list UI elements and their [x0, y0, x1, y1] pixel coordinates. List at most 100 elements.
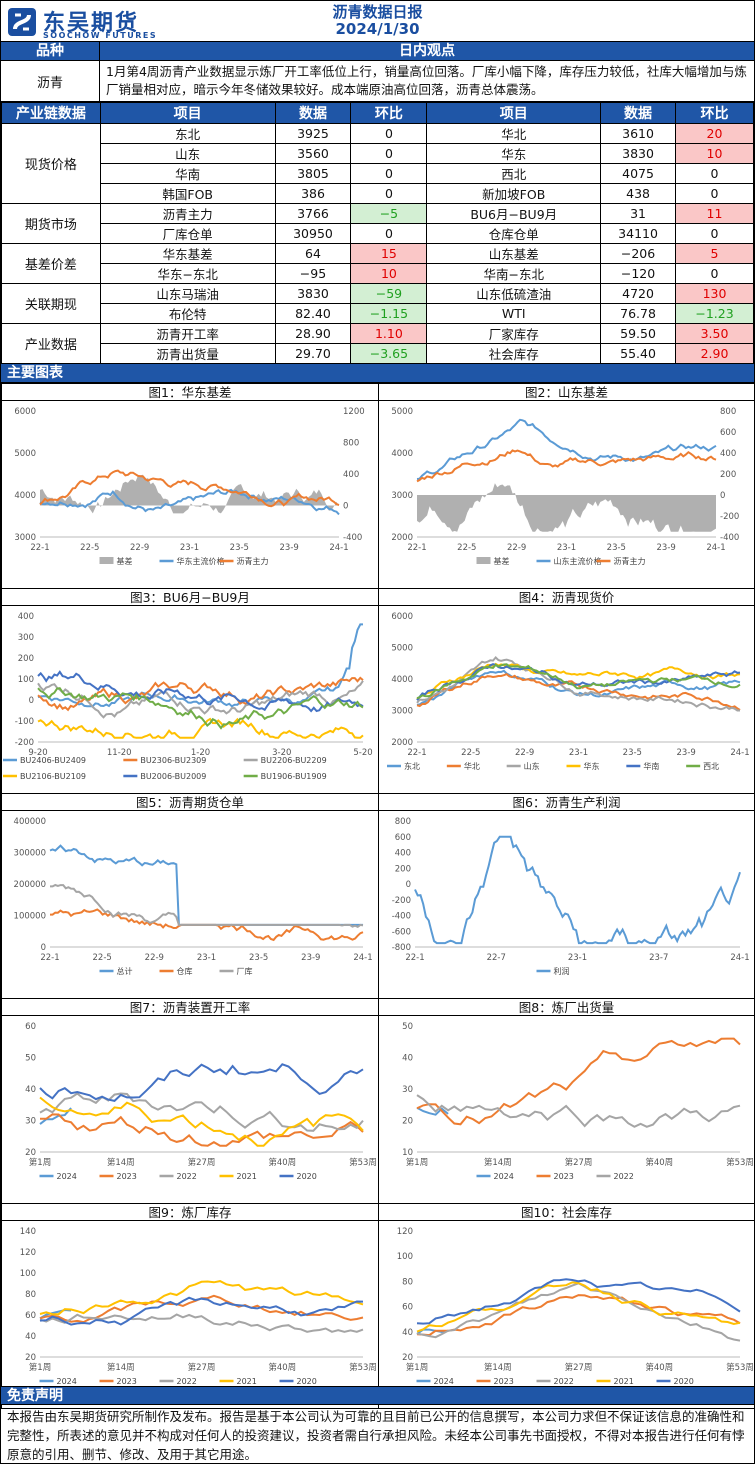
- y-tick-label: 5000: [14, 449, 36, 459]
- chart-title: 图9：炼厂库存: [2, 1204, 378, 1221]
- series-line: [416, 1037, 741, 1126]
- group-label: 产业数据: [1, 323, 101, 364]
- legend-label: BU2206-BU2209: [261, 756, 327, 765]
- table-cell: 0: [675, 183, 754, 204]
- table-cell: 0: [675, 163, 754, 184]
- legend-label: 仓库: [177, 966, 193, 976]
- x-tick-label: 5-20: [353, 748, 372, 758]
- table-cell: 3.50: [675, 323, 754, 344]
- charts-area: 图1：华东基差 6000 5000 4000 3000 1200 800 400 0 -400 22…: [1, 383, 755, 1409]
- table-cell: 华南: [99, 163, 276, 184]
- x-tick-label: 第14周: [107, 1362, 135, 1373]
- y2-tick-label: 400: [720, 449, 736, 459]
- y-tick-label: 400: [18, 612, 34, 622]
- y-tick-label: 50: [25, 1054, 36, 1064]
- table-cell: 59.50: [600, 323, 677, 344]
- group-label: 期货市场: [1, 203, 101, 244]
- chart-panel-7: 图7：沥青装置开工率 60 50 40 30 20 第1周 第14周 第27周 第40周 第53周 2…: [1, 998, 379, 1204]
- chart-svg: 400 300 200 100 0 -100 -2009-20 11-20 1-20 3-20 5-…: [3, 612, 373, 781]
- y-tick-label: -400: [392, 912, 411, 922]
- table-row: 产业数据 沥青开工率 28.90 1.10 厂家库存 59.50 3.50: [1, 323, 754, 364]
- legend-label: 华南: [643, 761, 659, 771]
- table-cell: 3805: [274, 163, 352, 184]
- x-tick-label: 23-9: [301, 953, 320, 963]
- y2-tick-label: 0: [343, 502, 348, 512]
- table-row: 韩国FOB 386 0 新加坡FOB 438 0: [2, 183, 754, 204]
- y-tick-label: -200: [15, 738, 34, 748]
- table-cell: 2.90: [675, 343, 754, 364]
- x-tick-label: 22-7: [487, 953, 506, 963]
- logo-cn: 东吴期货: [43, 11, 140, 36]
- x-tick-label: 第40周: [268, 1157, 296, 1168]
- table-cell: 沥青出货量: [99, 343, 276, 364]
- legend-label: 基差: [117, 556, 133, 566]
- y-tick-label: 4000: [14, 491, 36, 501]
- legend-label: 2021: [614, 1377, 634, 1386]
- x-tick-label: 第53周: [349, 1362, 377, 1373]
- x-tick-label: 22-9: [145, 953, 164, 963]
- report-date: 2024/1/30: [335, 20, 420, 38]
- legend-label: 华东主流价格: [177, 556, 225, 566]
- x-tick-label: 22-5: [461, 748, 480, 758]
- y2-tick-label: 800: [720, 407, 736, 417]
- chart-panel-2: 图2：山东基差 5000 4000 3000 2000 800 600 400 200 0 -200…: [378, 383, 755, 589]
- table-cell: −1.15: [350, 303, 428, 324]
- series-line: [37, 670, 364, 713]
- table-row: 华南 3805 0 西北 4075 0: [2, 163, 754, 184]
- table-row: 关联期现 山东马瑞油 3830 −59 山东低硫渣油 4720 130: [1, 283, 754, 324]
- y-tick-label: 6000: [14, 407, 36, 417]
- y-tick-label: 0: [29, 696, 34, 706]
- y-tick-label: 3000: [14, 533, 36, 543]
- x-tick-label: 22-1: [30, 543, 49, 553]
- y-tick-label: 5000: [391, 644, 413, 654]
- table-cell: −95: [274, 263, 352, 284]
- table-cell: WTI: [426, 303, 602, 324]
- legend-label: 2020: [297, 1377, 317, 1386]
- disclaimer: 免责声明 本报告由东吴期货研究所制作及发布。报告是基于本公司认为可靠的且目前已公…: [1, 1386, 754, 1466]
- group-label: 现货价格: [1, 123, 101, 204]
- x-tick-label: 1-20: [191, 748, 210, 758]
- y-tick-label: 5000: [391, 407, 413, 417]
- table-cell: 4075: [600, 163, 677, 184]
- x-tick-label: 第1周: [406, 1157, 428, 1168]
- x-tick-label: 23-5: [249, 953, 268, 963]
- y-tick-label: 60: [402, 1303, 413, 1313]
- chart-title: 图1：华东基差: [2, 384, 378, 401]
- legend-label: 2022: [177, 1377, 197, 1386]
- view-row: 沥青 1月第4周沥青产业数据显示炼厂开工率低位上行，销量高位回落。厂库小幅下降，…: [1, 61, 754, 102]
- series-line: [49, 844, 363, 926]
- x-tick-label: 22-9: [130, 543, 149, 553]
- table-row: 基差价差 华东基差 64 15 山东基差 −206 5: [1, 243, 754, 284]
- table-cell: 386: [274, 183, 352, 204]
- series-line: [416, 1281, 741, 1333]
- legend-label: 西北: [703, 762, 719, 771]
- table-header-cell: 数据: [600, 102, 677, 124]
- legend-label: 利润: [554, 966, 570, 976]
- y-tick-label: 40: [25, 1085, 36, 1095]
- y2-tick-label: -200: [720, 512, 739, 522]
- legend-label: BU2406-BU2409: [20, 756, 86, 765]
- table-cell: 0: [350, 183, 428, 204]
- data-table: 产业链数据 项目 数据 环比 项目 数据 环比 现货价格 东北 3925 0 华北 3610 20 山东 35…: [1, 102, 754, 364]
- table-cell: 山东马瑞油: [99, 283, 276, 304]
- chart-title: 图6：沥青生产利润: [379, 794, 754, 811]
- legend-swatch: [476, 557, 491, 564]
- y-tick-label: 3000: [391, 491, 413, 501]
- x-tick-label: 24-1: [706, 543, 725, 553]
- y-tick-label: 80: [402, 1277, 413, 1287]
- y-tick-label: 60: [25, 1311, 36, 1321]
- table-header-row: 产业链数据 项目 数据 环比 项目 数据 环比: [1, 102, 754, 124]
- series-line: [416, 449, 717, 483]
- legend-label: 2024: [494, 1172, 514, 1181]
- series-line: [37, 717, 364, 739]
- y-tick-label: 3000: [391, 707, 413, 717]
- y-tick-label: 6000: [391, 612, 413, 622]
- table-cell: 438: [600, 183, 677, 204]
- series-line: [39, 1107, 72, 1125]
- y2-tick-label: -400: [720, 533, 739, 543]
- legend-label: 山东主流价格: [554, 556, 602, 566]
- disclaimer-text: 本报告由东吴期货研究所制作及发布。报告是基于本公司认为可靠的且目前已公开的信息撰…: [7, 1409, 745, 1462]
- view-text: 1月第4周沥青产业数据显示炼厂开工率低位上行，销量高位回落。厂库小幅下降，库存压…: [106, 64, 747, 97]
